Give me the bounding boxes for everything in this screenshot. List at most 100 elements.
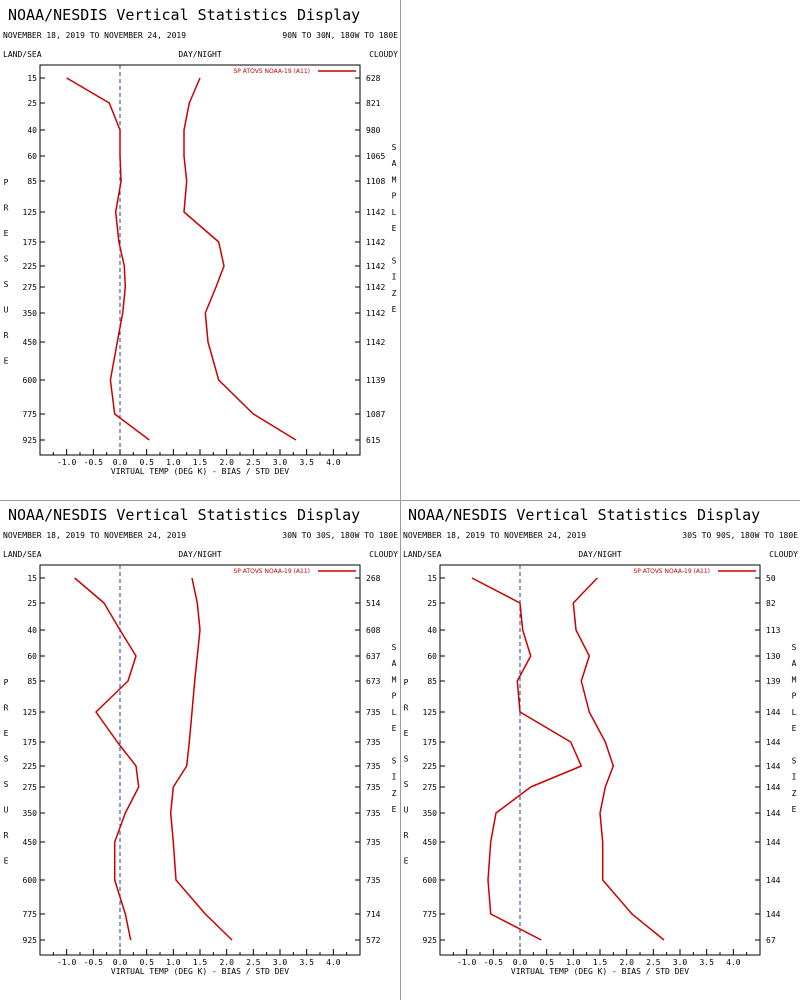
pressure-level-label: 60 (27, 152, 37, 161)
sample-size-label: 144 (766, 708, 781, 717)
date-range: NOVEMBER 18, 2019 TO NOVEMBER 24, 2019 (3, 31, 186, 40)
pressure-level-label: 175 (423, 738, 438, 747)
sample-axis-letter: I (792, 773, 797, 782)
sample-axis-letter: E (392, 305, 397, 314)
x-tick-label: -1.0 (57, 958, 76, 967)
sample-axis-letter: M (392, 175, 397, 184)
pressure-level-label: 125 (23, 208, 38, 217)
pressure-level-label: 600 (23, 376, 38, 385)
sample-axis-letter: P (392, 692, 397, 701)
sample-axis-letter: E (392, 805, 397, 814)
sample-size-label: 82 (766, 599, 776, 608)
x-tick-label: -1.0 (457, 958, 476, 967)
pressure-level-label: 350 (23, 809, 38, 818)
sample-size-label: 735 (366, 809, 381, 818)
sample-size-label: 735 (366, 762, 381, 771)
cloudy-label: CLOUDY (369, 550, 398, 559)
pressure-level-label: 275 (23, 783, 38, 792)
sample-size-label: 1139 (366, 376, 385, 385)
x-tick-label: 4.0 (726, 958, 741, 967)
pressure-level-label: 15 (27, 574, 37, 583)
sample-size-label: 144 (766, 910, 781, 919)
pressure-axis-letter: P (404, 678, 409, 687)
sample-axis-letter: P (392, 192, 397, 201)
sample-axis-letter: S (392, 643, 397, 652)
x-tick-label: 2.5 (246, 958, 261, 967)
pressure-axis-letter: R (4, 704, 9, 713)
chart-panel-90n-30n: NOAA/NESDIS Vertical Statistics Display N… (0, 0, 400, 500)
x-tick-label: 2.0 (219, 958, 234, 967)
chart-title: NOAA/NESDIS Vertical Statistics Display (8, 506, 360, 524)
pressure-level-label: 225 (23, 262, 38, 271)
pressure-level-label: 40 (27, 626, 37, 635)
pressure-axis-letter: E (404, 729, 409, 738)
sample-size-label: 714 (366, 910, 381, 919)
sample-size-label: 821 (366, 99, 381, 108)
pressure-level-label: 85 (427, 677, 437, 686)
sample-size-label: 735 (366, 708, 381, 717)
pressure-level-label: 450 (23, 338, 38, 347)
x-tick-label: 4.0 (326, 958, 341, 967)
x-tick-label: 3.5 (699, 958, 714, 967)
region-label: 30S TO 90S, 180W TO 180E (682, 531, 798, 540)
pressure-level-label: 350 (423, 809, 438, 818)
pressure-level-label: 275 (23, 283, 38, 292)
pressure-level-label: 25 (27, 599, 37, 608)
pressure-axis-letter: S (404, 780, 409, 789)
std-dev-series-line (183, 77, 297, 441)
legend-label: SP ATOVS NOAA-19 (A11) (233, 68, 310, 75)
bias-series-line (471, 577, 583, 941)
sample-size-label: 144 (766, 809, 781, 818)
sample-axis-letter: A (392, 659, 397, 668)
pressure-level-label: 85 (27, 177, 37, 186)
land-sea-label: LAND/SEA (3, 50, 42, 59)
sample-axis-letter: E (792, 724, 797, 733)
sample-size-label: 67 (766, 936, 776, 945)
sample-size-label: 130 (766, 652, 781, 661)
sample-axis-letter: S (392, 143, 397, 152)
land-sea-label: LAND/SEA (403, 550, 442, 559)
sample-axis-letter: M (392, 675, 397, 684)
sample-size-label: 268 (366, 574, 381, 583)
x-tick-label: 1.5 (593, 958, 608, 967)
pressure-level-label: 15 (27, 74, 37, 83)
sample-size-label: 572 (366, 936, 381, 945)
x-tick-label: 0.0 (113, 958, 128, 967)
sample-axis-letter: S (392, 756, 397, 765)
sample-size-label: 144 (766, 876, 781, 885)
pressure-level-label: 600 (423, 876, 438, 885)
legend-label: SP ATOVS NOAA-19 (A11) (633, 568, 710, 575)
x-tick-label: 3.5 (299, 458, 314, 467)
sample-size-label: 735 (366, 838, 381, 847)
sample-axis-letter: M (792, 675, 797, 684)
pressure-level-label: 15 (427, 574, 437, 583)
plot-frame (39, 64, 361, 456)
x-tick-label: 3.0 (273, 458, 288, 467)
sample-size-label: 735 (366, 876, 381, 885)
sample-size-label: 735 (366, 738, 381, 747)
pressure-level-label: 25 (427, 599, 437, 608)
pressure-axis-letter: S (4, 755, 9, 764)
cloudy-label: CLOUDY (369, 50, 398, 59)
pressure-level-label: 225 (423, 762, 438, 771)
sample-axis-letter: I (392, 773, 397, 782)
sample-size-label: 113 (766, 626, 781, 635)
chart-title: NOAA/NESDIS Vertical Statistics Display (8, 6, 360, 24)
sample-axis-letter: S (792, 756, 797, 765)
region-label: 30N TO 30S, 180W TO 180E (282, 531, 398, 540)
pressure-axis-letter: S (404, 755, 409, 764)
x-tick-label: 1.5 (193, 958, 208, 967)
pressure-level-label: 85 (27, 677, 37, 686)
day-night-label: DAY/NIGHT (178, 50, 222, 59)
sample-axis-letter: A (392, 159, 397, 168)
x-tick-label: -0.5 (484, 958, 503, 967)
legend-label: SP ATOVS NOAA-19 (A11) (233, 568, 310, 575)
pressure-axis-letter: E (4, 357, 9, 366)
x-tick-label: 0.5 (139, 458, 154, 467)
pressure-level-label: 175 (23, 238, 38, 247)
x-tick-label: 0.0 (113, 458, 128, 467)
pressure-level-label: 225 (23, 762, 38, 771)
sample-size-label: 673 (366, 677, 381, 686)
sample-size-label: 637 (366, 652, 381, 661)
sample-axis-letter: I (392, 273, 397, 282)
